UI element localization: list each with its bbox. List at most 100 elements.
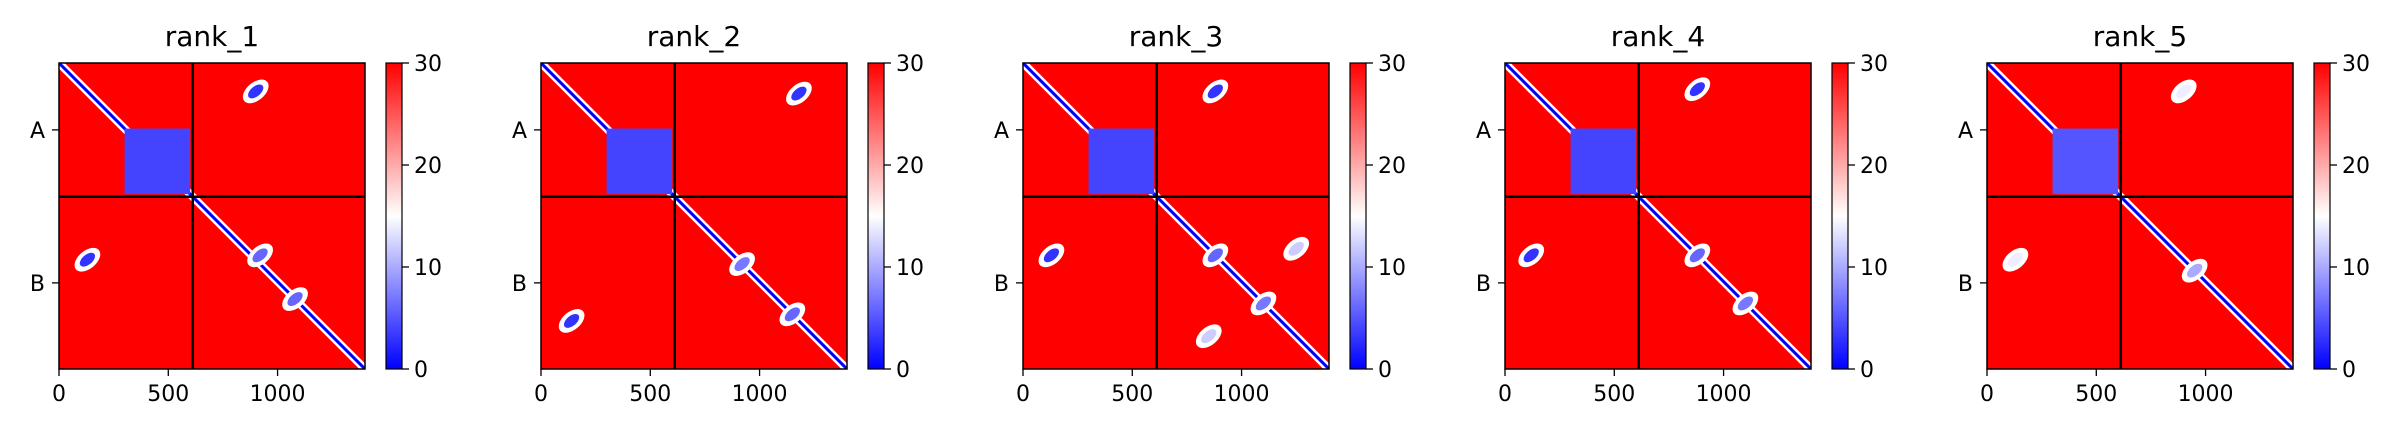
panel-3: rank_3 A B 0 500 1000 0 10 20 30: [994, 20, 1406, 407]
colorbar: [867, 62, 885, 370]
chain-label: A: [1958, 119, 1973, 144]
heatmap: [1505, 63, 1811, 369]
low-error-blob: [1207, 84, 1223, 99]
low-error-blob: [2176, 84, 2192, 99]
x-tick-label: 500: [1111, 382, 1153, 407]
colorbar-tick-label: 30: [1378, 52, 1406, 77]
colorbar-tick-label: 30: [1860, 52, 1888, 77]
heatmap: [1023, 63, 1329, 369]
low-error-blob: [1207, 248, 1223, 263]
low-error-block: [1088, 128, 1155, 195]
colorbar-tick-label: 20: [1860, 154, 1888, 179]
low-error-blob: [1689, 248, 1705, 263]
low-error-blob: [791, 86, 807, 101]
colorbar: [2313, 62, 2331, 370]
diagonal: [59, 63, 365, 369]
low-error-blob: [1288, 241, 1304, 256]
heatmap-frame: [1504, 62, 1812, 370]
panel-4: rank_4 A B 0 500 1000 0 10 20 30: [1476, 20, 1888, 407]
low-error-block: [606, 128, 673, 195]
panel-1: rank_1 A B 0 500 1000 0 10 20 30: [30, 20, 442, 407]
heatmap-frame: [1986, 62, 2294, 370]
colorbar-tick-label: 10: [1860, 256, 1888, 281]
low-error-blob: [248, 84, 264, 99]
diagonal: [1023, 63, 1329, 369]
chain-label: B: [1476, 272, 1491, 297]
low-error-blob: [79, 252, 96, 267]
panel-title: rank_2: [647, 20, 741, 53]
panel-2: rank_2 A B 0 500 1000 0 10 20 30: [512, 20, 924, 407]
colorbar-tick-label: 20: [2342, 154, 2370, 179]
low-error-blob: [1523, 248, 1539, 263]
colorbar-tick-label: 10: [896, 256, 924, 281]
low-error-blob: [1255, 296, 1272, 311]
panel-title: rank_1: [165, 20, 259, 53]
colorbar: [1349, 62, 1367, 370]
diagonal: [1987, 63, 2293, 369]
x-tick-label: 0: [1016, 382, 1030, 407]
diagonal: [1505, 63, 1811, 369]
low-error-blob: [2007, 252, 2024, 267]
chain-label: B: [994, 272, 1009, 297]
chain-label: A: [1476, 119, 1491, 144]
colorbar-tick-label: 30: [896, 52, 924, 77]
colorbar-tick-label: 0: [2342, 358, 2356, 383]
x-tick-label: 0: [52, 382, 66, 407]
x-tick-label: 1000: [1214, 382, 1270, 407]
colorbar-tick-label: 20: [896, 154, 924, 179]
heatmap: [541, 63, 847, 369]
heatmap: [1987, 63, 2293, 369]
heatmap: [59, 63, 365, 369]
low-error-blob: [287, 292, 303, 306]
low-error-blob: [1043, 248, 1060, 263]
x-tick-label: 0: [534, 382, 548, 407]
x-tick-label: 1000: [2178, 382, 2234, 407]
colorbar-tick-label: 10: [1378, 256, 1406, 281]
x-tick-label: 500: [1593, 382, 1635, 407]
x-tick-label: 1000: [732, 382, 788, 407]
colorbar: [1831, 62, 1849, 370]
chain-label: A: [512, 119, 527, 144]
low-error-blob: [252, 248, 268, 263]
x-tick-label: 500: [629, 382, 671, 407]
colorbar-tick-label: 0: [1378, 358, 1392, 383]
colorbar-tick-label: 30: [414, 52, 442, 77]
low-error-block: [1570, 128, 1637, 195]
x-tick-label: 1000: [250, 382, 306, 407]
colorbar-tick-label: 20: [414, 154, 442, 179]
heatmap-frame: [1022, 62, 1330, 370]
x-tick-label: 0: [1498, 382, 1512, 407]
colorbar-tick-label: 20: [1378, 154, 1406, 179]
colorbar-tick-label: 0: [1860, 358, 1874, 383]
colorbar-tick-label: 10: [2342, 256, 2370, 281]
x-tick-label: 0: [1980, 382, 1994, 407]
low-error-block: [124, 128, 191, 195]
panel-title: rank_5: [2093, 20, 2187, 53]
x-tick-label: 500: [2075, 382, 2117, 407]
low-error-block: [2052, 128, 2119, 195]
chain-label: B: [1958, 272, 1973, 297]
heatmap-frame: [58, 62, 366, 370]
low-error-blob: [1737, 296, 1754, 311]
low-error-blob: [563, 313, 580, 328]
x-tick-label: 500: [147, 382, 189, 407]
colorbar-tick-label: 0: [896, 358, 910, 383]
low-error-blob: [1201, 329, 1217, 344]
low-error-blob: [734, 257, 750, 272]
panel-title: rank_4: [1611, 20, 1705, 53]
x-tick-label: 1000: [1696, 382, 1752, 407]
chain-label: B: [512, 272, 527, 297]
chain-label: A: [30, 119, 45, 144]
colorbar-tick-label: 0: [414, 358, 428, 383]
chain-label: B: [30, 272, 45, 297]
heatmap-frame: [540, 62, 848, 370]
colorbar: [385, 62, 403, 370]
low-error-blob: [2187, 263, 2203, 278]
colorbar-tick-label: 10: [414, 256, 442, 281]
panel-title: rank_3: [1129, 20, 1223, 53]
panel-5: rank_5 A B 0 500 1000 0 10 20 30: [1958, 20, 2370, 407]
low-error-blob: [784, 307, 800, 322]
low-error-blob: [1689, 82, 1705, 97]
chain-label: A: [994, 119, 1009, 144]
